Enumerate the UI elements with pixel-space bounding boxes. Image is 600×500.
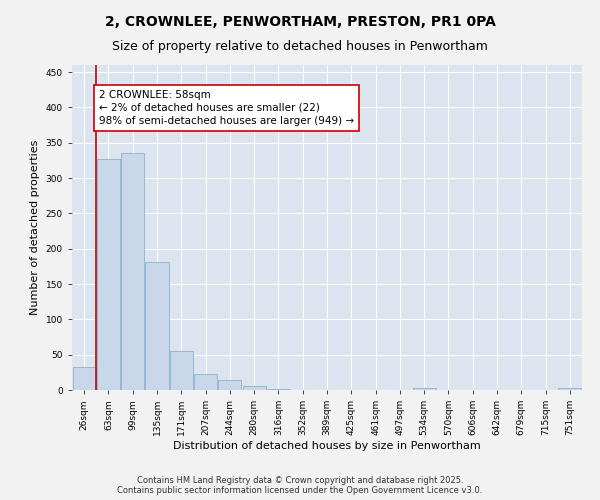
Text: Contains HM Land Registry data © Crown copyright and database right 2025.
Contai: Contains HM Land Registry data © Crown c… — [118, 476, 482, 495]
Bar — [194, 374, 217, 390]
Bar — [145, 262, 169, 390]
Text: Size of property relative to detached houses in Penwortham: Size of property relative to detached ho… — [112, 40, 488, 53]
Bar — [218, 380, 241, 390]
Bar — [242, 386, 266, 390]
Bar — [97, 159, 120, 390]
Bar — [413, 388, 436, 390]
Bar — [121, 154, 144, 390]
Text: 2, CROWNLEE, PENWORTHAM, PRESTON, PR1 0PA: 2, CROWNLEE, PENWORTHAM, PRESTON, PR1 0P… — [104, 15, 496, 29]
Text: 2 CROWNLEE: 58sqm
← 2% of detached houses are smaller (22)
98% of semi-detached : 2 CROWNLEE: 58sqm ← 2% of detached house… — [99, 90, 354, 126]
Bar — [170, 351, 193, 390]
Bar — [73, 368, 95, 390]
Bar — [559, 388, 581, 390]
X-axis label: Distribution of detached houses by size in Penwortham: Distribution of detached houses by size … — [173, 441, 481, 451]
Y-axis label: Number of detached properties: Number of detached properties — [30, 140, 40, 315]
